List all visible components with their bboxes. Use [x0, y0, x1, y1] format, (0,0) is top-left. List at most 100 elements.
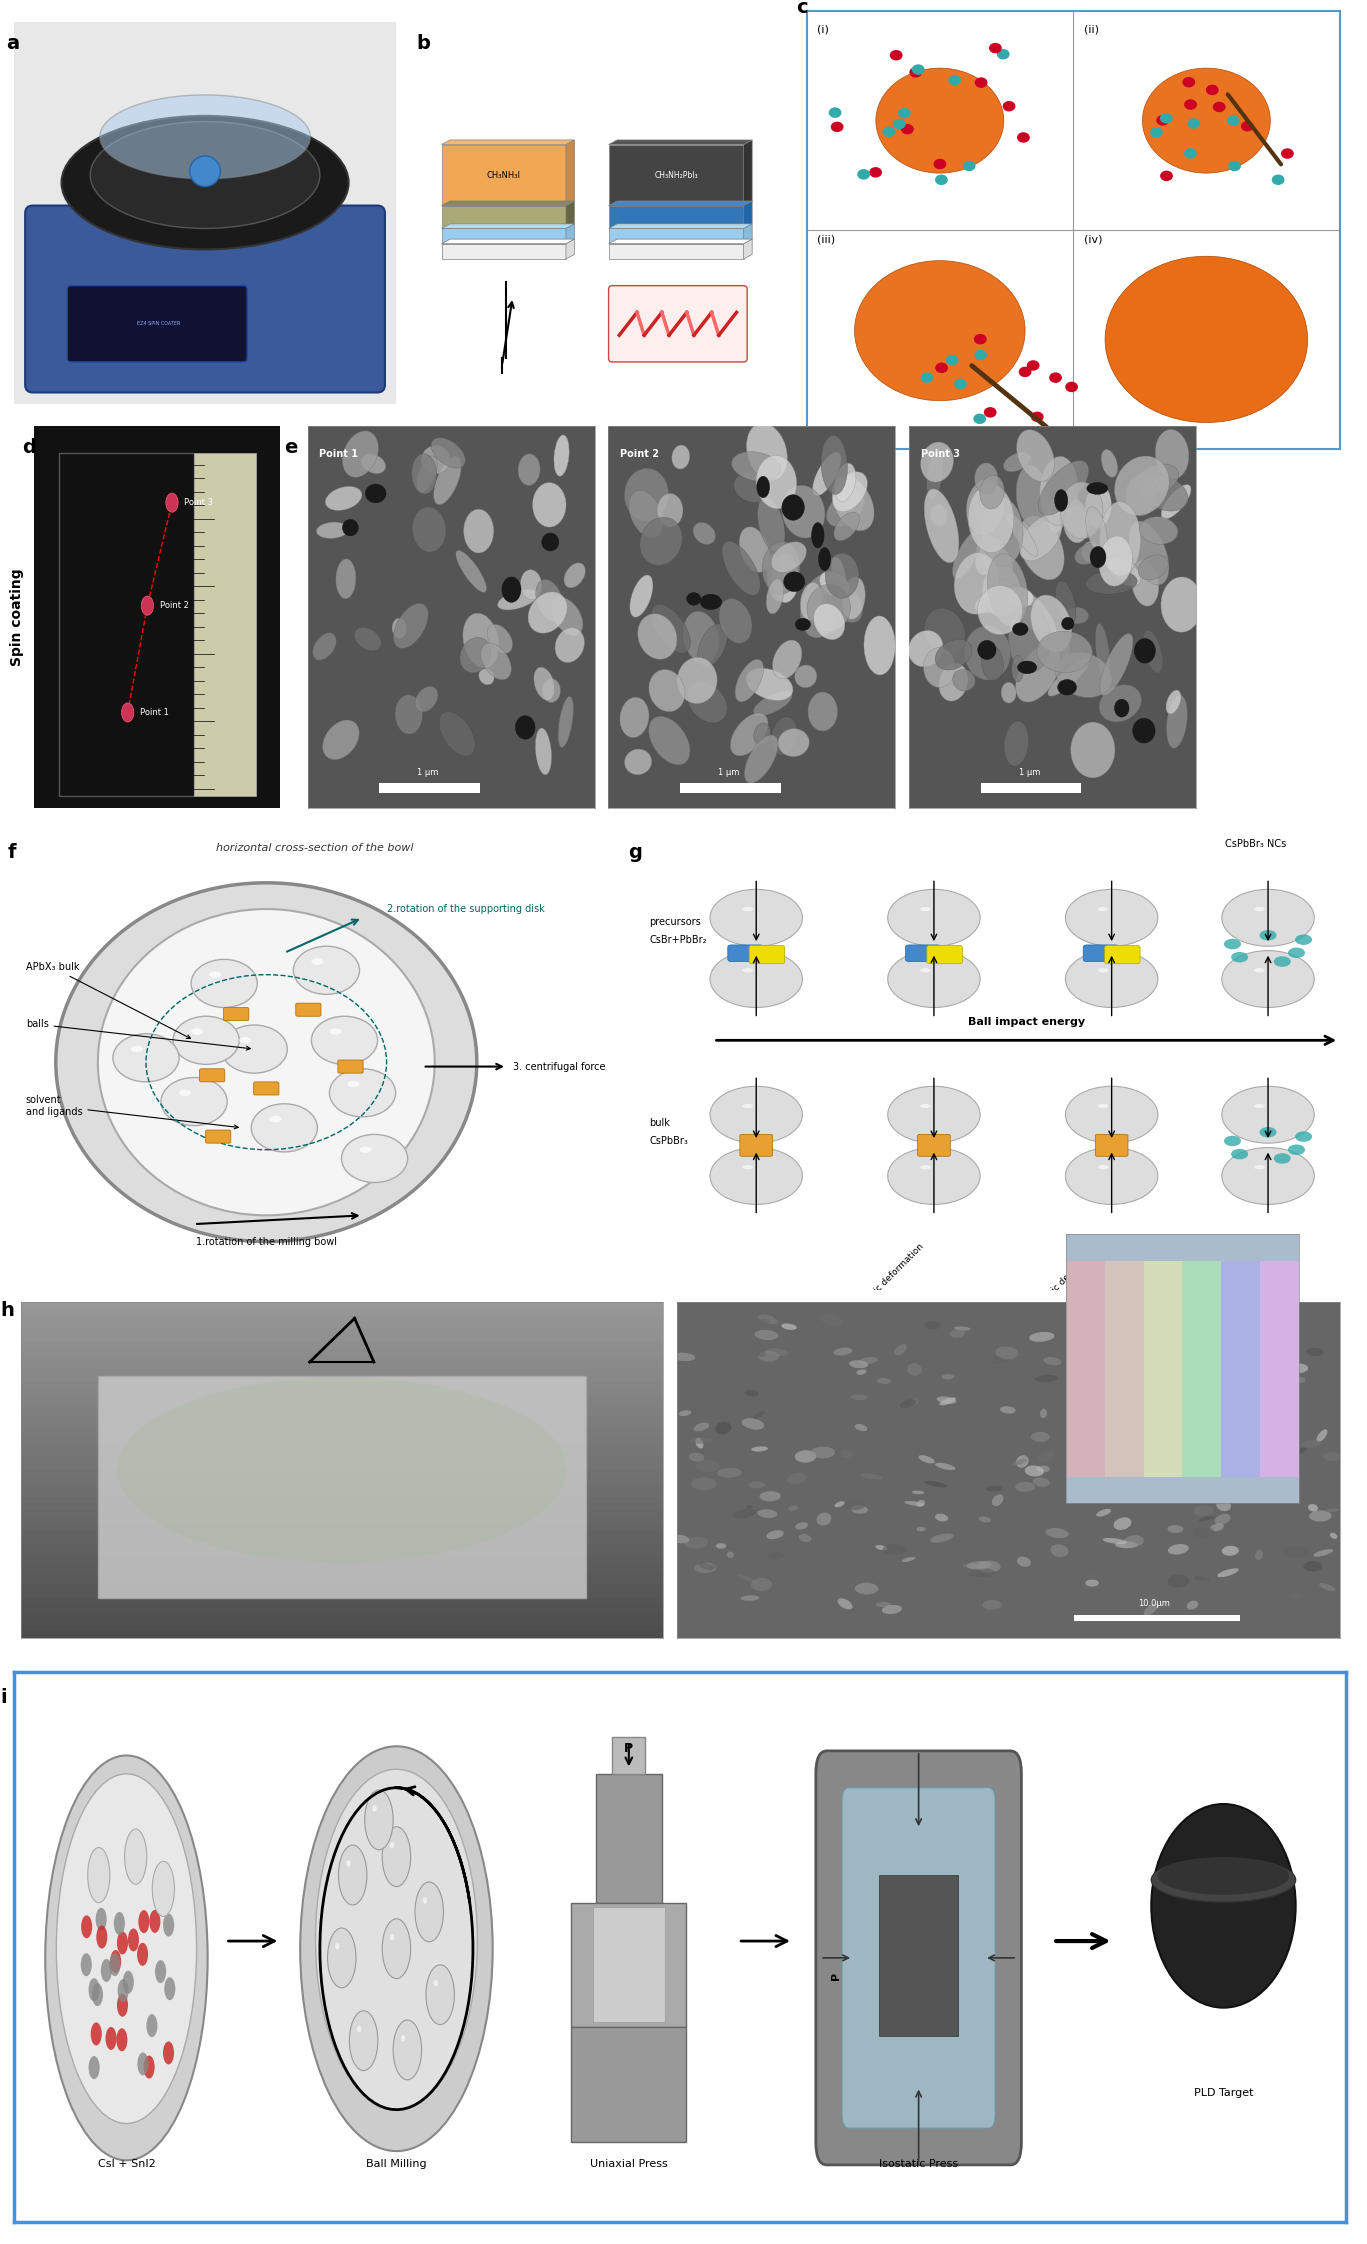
- Bar: [21, 1335, 663, 1342]
- Bar: [21, 1503, 663, 1510]
- Ellipse shape: [154, 1959, 167, 1984]
- Bar: [21, 1530, 663, 1537]
- Ellipse shape: [807, 583, 850, 631]
- Ellipse shape: [935, 1515, 949, 1521]
- Circle shape: [1159, 112, 1173, 123]
- Ellipse shape: [1103, 1537, 1128, 1544]
- Ellipse shape: [651, 604, 690, 653]
- Bar: [194, 453, 256, 797]
- Ellipse shape: [1016, 644, 1061, 702]
- Circle shape: [294, 947, 360, 994]
- Bar: [21, 1409, 663, 1416]
- Ellipse shape: [819, 548, 831, 570]
- Circle shape: [161, 1077, 227, 1126]
- Circle shape: [887, 1086, 980, 1142]
- Text: Uniaxial Press: Uniaxial Press: [591, 2159, 667, 2170]
- Ellipse shape: [1281, 1420, 1296, 1427]
- Text: Point 2: Point 2: [160, 601, 189, 610]
- Ellipse shape: [1085, 507, 1107, 554]
- Bar: [21, 1328, 663, 1335]
- Circle shape: [1156, 114, 1169, 126]
- Ellipse shape: [753, 691, 793, 716]
- Text: plastic deformation: plastic deformation: [1035, 1241, 1103, 1310]
- Ellipse shape: [992, 1495, 1003, 1506]
- Circle shape: [1161, 171, 1173, 182]
- Ellipse shape: [968, 485, 1014, 552]
- Ellipse shape: [850, 1394, 868, 1400]
- Ellipse shape: [1031, 595, 1072, 653]
- Ellipse shape: [767, 1551, 783, 1560]
- Ellipse shape: [854, 1425, 867, 1432]
- Ellipse shape: [118, 1932, 128, 1955]
- Circle shape: [869, 166, 882, 177]
- Ellipse shape: [1113, 1378, 1126, 1387]
- Ellipse shape: [905, 1501, 924, 1506]
- Ellipse shape: [1048, 660, 1089, 696]
- Ellipse shape: [716, 1544, 726, 1548]
- Ellipse shape: [912, 1490, 924, 1495]
- Ellipse shape: [834, 1349, 853, 1355]
- Ellipse shape: [964, 626, 1010, 680]
- Text: CsPbBr₃ NCs: CsPbBr₃ NCs: [1225, 839, 1286, 848]
- Circle shape: [1288, 1144, 1305, 1156]
- Ellipse shape: [1292, 1378, 1305, 1382]
- Ellipse shape: [1083, 1575, 1095, 1580]
- Ellipse shape: [56, 1773, 197, 2123]
- Circle shape: [854, 260, 1025, 402]
- Ellipse shape: [536, 579, 563, 622]
- Ellipse shape: [971, 1569, 995, 1575]
- Ellipse shape: [1017, 1557, 1031, 1566]
- Ellipse shape: [1285, 1546, 1310, 1557]
- Ellipse shape: [1161, 1382, 1184, 1387]
- Bar: [681, 783, 781, 792]
- Polygon shape: [442, 139, 574, 144]
- Ellipse shape: [782, 494, 804, 521]
- Ellipse shape: [1070, 723, 1115, 779]
- Ellipse shape: [1012, 655, 1024, 682]
- Ellipse shape: [1016, 1481, 1035, 1492]
- Circle shape: [328, 1928, 355, 1988]
- Circle shape: [893, 119, 906, 130]
- Bar: [21, 1591, 663, 1598]
- Ellipse shape: [109, 1952, 120, 1977]
- Ellipse shape: [128, 1928, 139, 1952]
- FancyBboxPatch shape: [25, 206, 385, 393]
- Ellipse shape: [1155, 1600, 1172, 1609]
- Circle shape: [709, 951, 802, 1008]
- Ellipse shape: [860, 1474, 883, 1479]
- Ellipse shape: [316, 523, 349, 539]
- Ellipse shape: [459, 637, 491, 673]
- Circle shape: [1223, 938, 1241, 949]
- Ellipse shape: [411, 453, 436, 494]
- Circle shape: [1295, 934, 1312, 945]
- Ellipse shape: [1132, 561, 1159, 606]
- Bar: [21, 1477, 663, 1483]
- Text: P: P: [831, 1972, 841, 1981]
- FancyBboxPatch shape: [1095, 1135, 1128, 1156]
- Ellipse shape: [1222, 1546, 1239, 1555]
- Ellipse shape: [96, 1907, 107, 1930]
- Ellipse shape: [748, 1481, 766, 1488]
- Bar: [21, 1483, 663, 1490]
- Polygon shape: [442, 224, 574, 229]
- Ellipse shape: [1085, 485, 1111, 527]
- Ellipse shape: [756, 456, 797, 509]
- Bar: [21, 1389, 663, 1396]
- Bar: [21, 1302, 663, 1308]
- Ellipse shape: [678, 1409, 692, 1416]
- Ellipse shape: [753, 723, 771, 745]
- Circle shape: [887, 1147, 980, 1205]
- Ellipse shape: [858, 1358, 878, 1364]
- Ellipse shape: [766, 1349, 789, 1355]
- Ellipse shape: [416, 687, 437, 711]
- Text: horizontal cross-section of the bowl: horizontal cross-section of the bowl: [216, 844, 413, 853]
- Circle shape: [1065, 1086, 1158, 1142]
- Circle shape: [935, 364, 947, 373]
- Ellipse shape: [1188, 1367, 1200, 1373]
- Text: CsBr+PbBr₂: CsBr+PbBr₂: [649, 936, 707, 945]
- Ellipse shape: [433, 456, 461, 505]
- Circle shape: [1184, 99, 1197, 110]
- Circle shape: [174, 1017, 239, 1064]
- Ellipse shape: [346, 1860, 350, 1867]
- Ellipse shape: [916, 1499, 925, 1508]
